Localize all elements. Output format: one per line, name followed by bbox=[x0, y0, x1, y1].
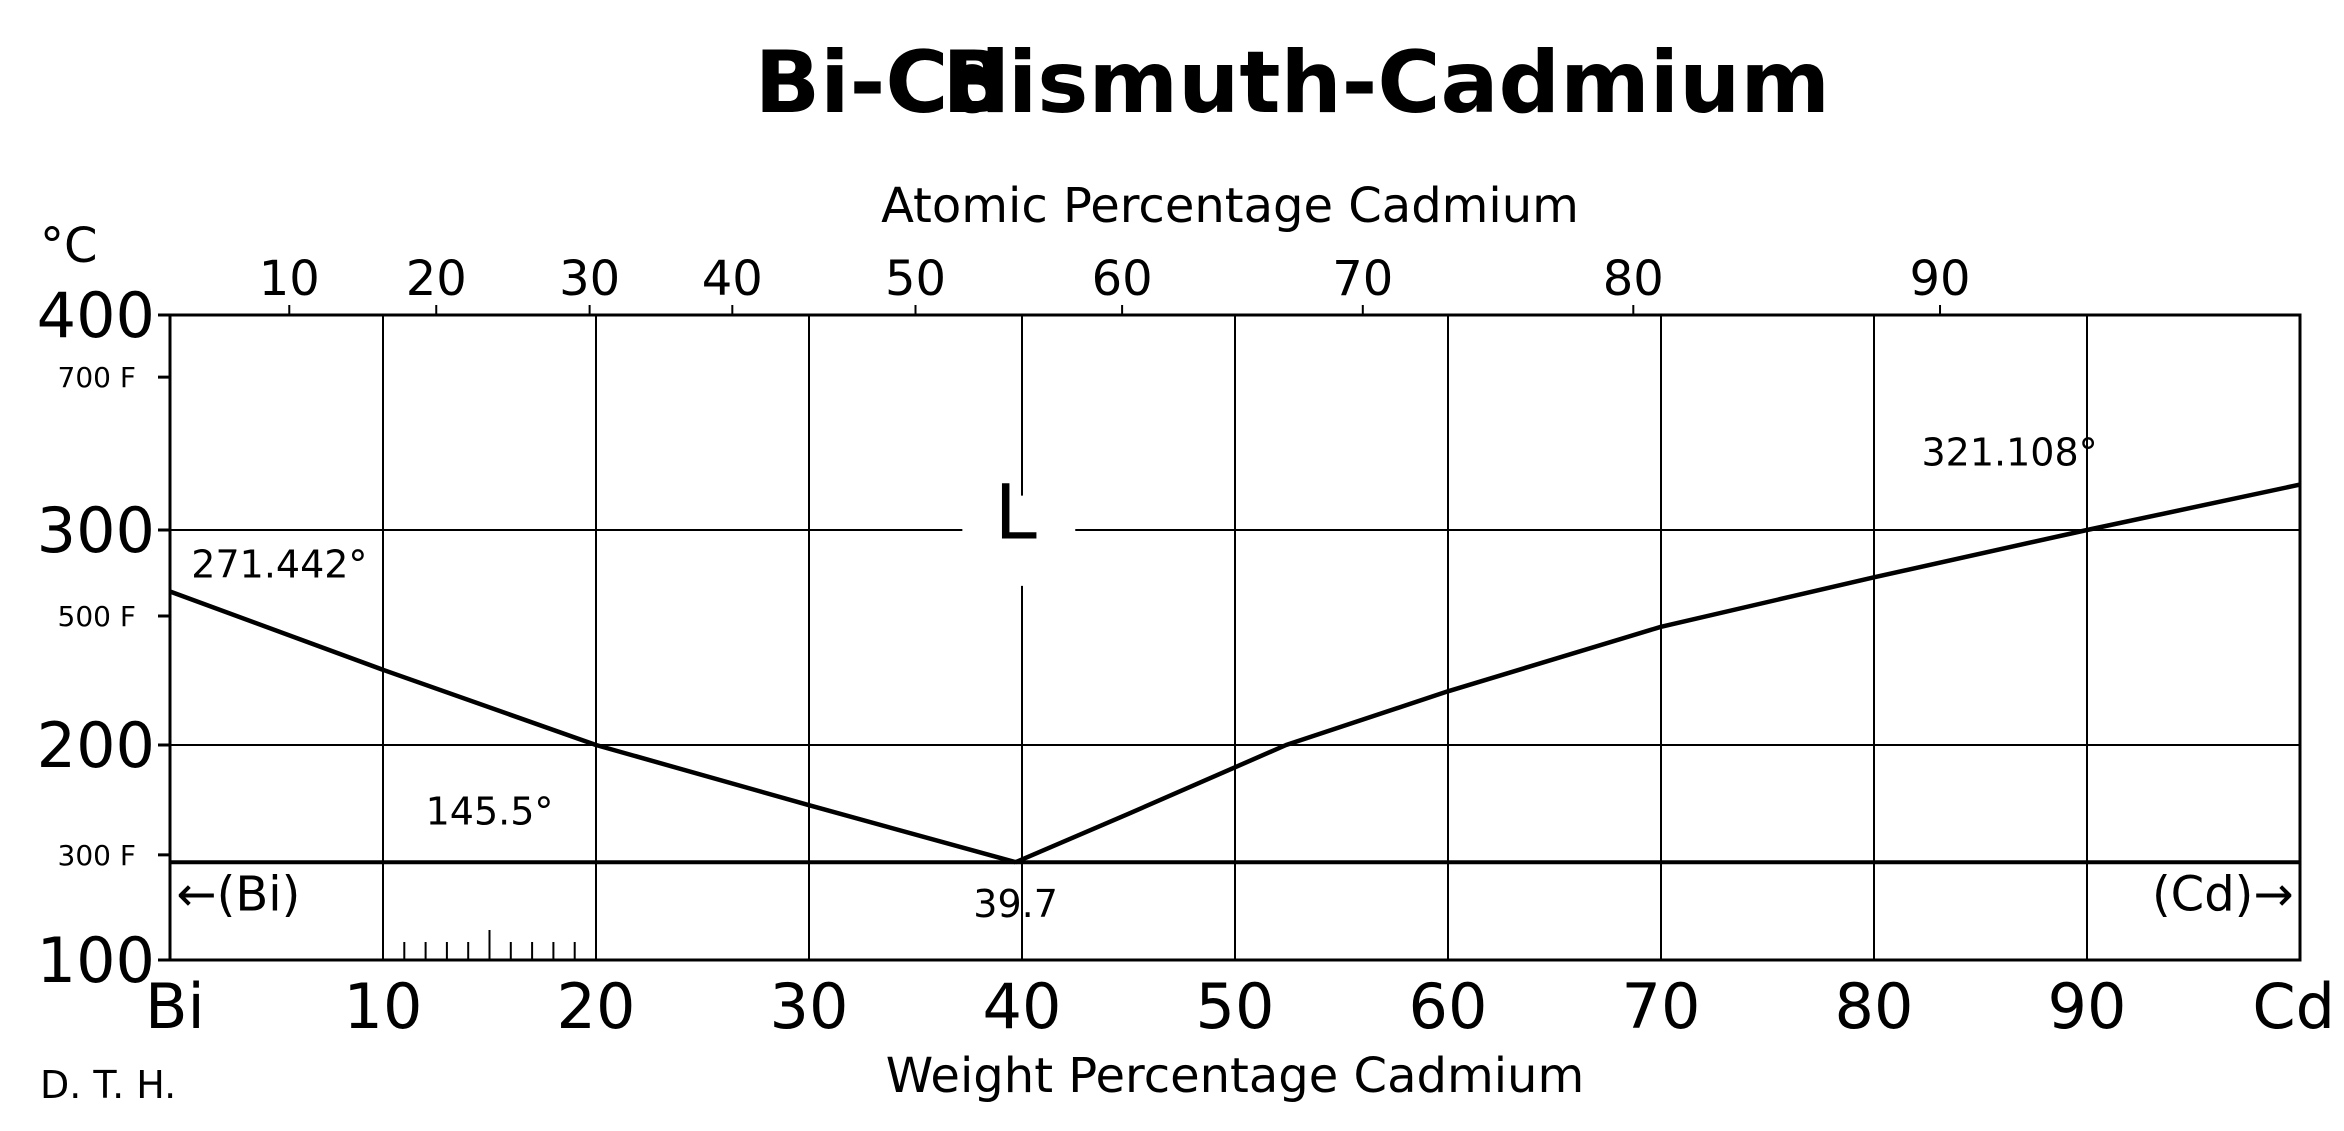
axes bbox=[158, 305, 2302, 962]
y-axis-unit: °C bbox=[40, 218, 98, 274]
top-tick-label-50: 50 bbox=[885, 251, 946, 307]
f-tick-label-2: 300 F bbox=[58, 839, 136, 872]
x-tick-label-20: 20 bbox=[557, 970, 636, 1043]
top-tick-label-70: 70 bbox=[1332, 251, 1393, 307]
series-line-0 bbox=[169, 589, 1017, 865]
top-tick-label-20: 20 bbox=[406, 251, 467, 307]
x-tick-label-Cd: Cd bbox=[2252, 970, 2335, 1043]
annotation-0: 271.442° bbox=[191, 542, 367, 586]
top-axis-title: Atomic Percentage Cadmium bbox=[881, 178, 1579, 234]
y-tick-label-100: 100 bbox=[37, 924, 155, 997]
top-tick-label-60: 60 bbox=[1092, 251, 1153, 307]
top-tick-label-90: 90 bbox=[1909, 251, 1970, 307]
top-tick-label-10: 10 bbox=[259, 251, 320, 307]
x-tick-label-10: 10 bbox=[344, 970, 423, 1043]
y-tick-label-300: 300 bbox=[37, 494, 155, 567]
top-tick-label-40: 40 bbox=[702, 251, 763, 307]
top-tick-label-80: 80 bbox=[1603, 251, 1664, 307]
annotation-3: 39.7 bbox=[973, 882, 1058, 926]
liquidus-curves bbox=[169, 482, 2301, 865]
x-tick-label-70: 70 bbox=[1622, 970, 1701, 1043]
f-tick-label-1: 500 F bbox=[58, 600, 136, 633]
f-tick-label-0: 700 F bbox=[58, 361, 136, 394]
annotations: 271.442° 321.108° 145.5° 39.7 L ←(Bi) (Cd)→ bbox=[176, 431, 2293, 927]
plot-frame bbox=[168, 313, 2302, 962]
y-tick-label-200: 200 bbox=[37, 709, 155, 782]
annotation-5: ←(Bi) bbox=[176, 867, 300, 923]
x-tick-label-40: 40 bbox=[983, 970, 1062, 1043]
series-line-1 bbox=[1014, 482, 2301, 865]
annotation-4: L bbox=[994, 468, 1036, 557]
x-tick-label-30: 30 bbox=[770, 970, 849, 1043]
x-axis-title: Weight Percentage Cadmium bbox=[886, 1048, 1584, 1104]
chart-subtitle: Bismuth-Cadmium bbox=[942, 33, 1830, 133]
y-tick-label-400: 400 bbox=[37, 279, 155, 352]
x-tick-label-Bi: Bi bbox=[145, 970, 205, 1043]
annotation-2: 145.5° bbox=[426, 790, 554, 834]
top-tick-label-30: 30 bbox=[559, 251, 620, 307]
chart-title: Bi-Cd bbox=[755, 33, 1010, 133]
grid bbox=[170, 315, 2300, 960]
x-tick-label-50: 50 bbox=[1196, 970, 1275, 1043]
x-tick-label-90: 90 bbox=[2048, 970, 2127, 1043]
x-tick-label-80: 80 bbox=[1835, 970, 1914, 1043]
annotation-1: 321.108° bbox=[1922, 431, 2098, 475]
author-initials: D. T. H. bbox=[40, 1063, 176, 1107]
x-tick-label-60: 60 bbox=[1409, 970, 1488, 1043]
annotation-6: (Cd)→ bbox=[2152, 867, 2294, 923]
tick-labels: Bi 10 20 30 40 50 60 70 80 90 Cd 10 20 30 40 50 60 70 80 90… bbox=[37, 251, 2335, 1043]
